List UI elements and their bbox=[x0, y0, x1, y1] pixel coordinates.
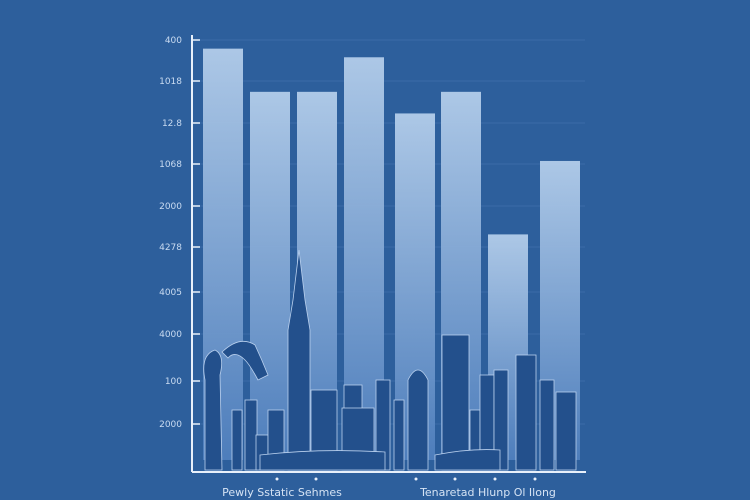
x-tick bbox=[275, 477, 279, 481]
x-ticks bbox=[275, 477, 537, 481]
y-tick-label: 2000 bbox=[159, 420, 182, 430]
y-tick-label: 400 bbox=[165, 36, 182, 46]
x-tick bbox=[493, 477, 497, 481]
x-group-label-2: Tenaretad Hlunp Ol Ilong bbox=[419, 486, 556, 499]
axes bbox=[191, 35, 586, 473]
city-skyline-illustration bbox=[203, 249, 577, 471]
x-tick bbox=[453, 477, 457, 481]
y-tick-label: 12.8 bbox=[162, 119, 182, 129]
y-ticks: 400 1018 12.8 1068 2000 4278 4005 4000 100 2000 bbox=[159, 36, 200, 430]
y-tick-label: 4000 bbox=[159, 330, 182, 340]
x-tick bbox=[314, 477, 318, 481]
x-tick bbox=[414, 477, 418, 481]
y-tick-label: 4005 bbox=[159, 288, 182, 298]
y-tick-label: 4278 bbox=[159, 243, 182, 253]
y-tick-label: 1068 bbox=[159, 160, 182, 170]
x-tick bbox=[533, 477, 537, 481]
y-tick-label: 2000 bbox=[159, 202, 182, 212]
y-tick-label: 100 bbox=[165, 377, 182, 387]
y-tick-label: 1018 bbox=[159, 77, 182, 87]
x-group-label-1: Pewly Sstatic Sehmes bbox=[222, 486, 342, 499]
bar-2 bbox=[250, 91, 290, 460]
